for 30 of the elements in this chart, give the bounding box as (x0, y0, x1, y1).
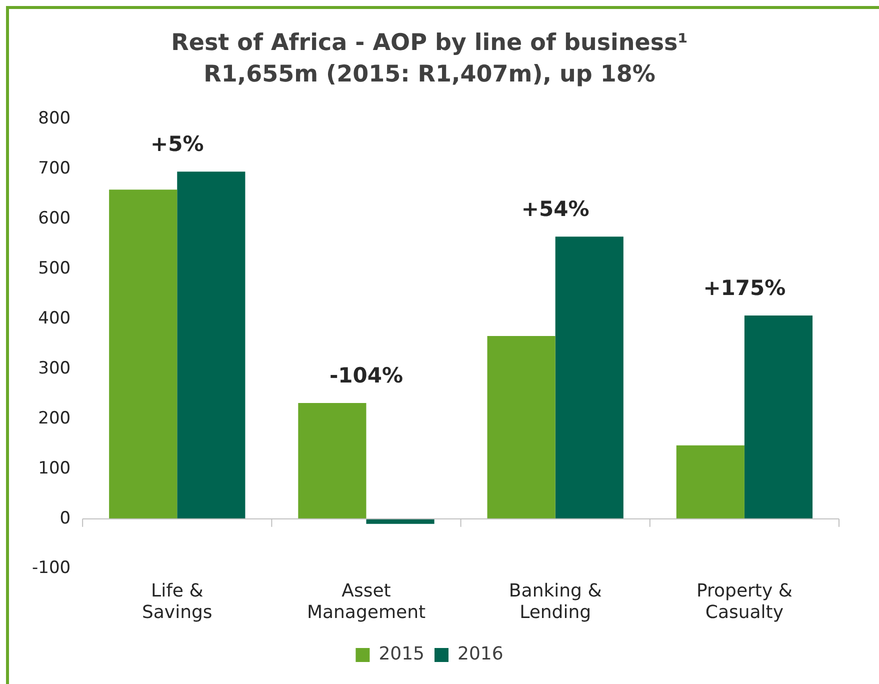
x-tick-label: Property & Casualty (696, 580, 792, 623)
annotation: +5% (150, 132, 204, 156)
x-tick-label: Life & Savings (142, 580, 212, 623)
annotation: -104% (329, 363, 404, 388)
chart-title: Rest of Africa - AOP by line of business¹ (171, 30, 688, 56)
x-tick-label: Asset Management (306, 580, 426, 623)
bar (555, 236, 624, 519)
bar (744, 316, 813, 519)
bar (487, 336, 556, 519)
y-tick-label: 200 (38, 408, 71, 428)
annotation: +175% (703, 276, 786, 300)
legend-label: 2016 (458, 644, 504, 665)
legend-label: 2015 (378, 644, 425, 665)
y-tick-label: 300 (38, 358, 71, 378)
y-tick-label: 600 (38, 208, 71, 229)
bar (676, 445, 744, 519)
chart-subtitle: R1,655m (2015: R1,407m), up 18% (204, 61, 656, 88)
y-tick-label: 0 (60, 508, 71, 528)
bar (109, 190, 178, 519)
y-tick-label: 700 (38, 158, 71, 179)
bar (177, 172, 246, 519)
y-tick-label: 400 (38, 308, 71, 328)
y-tick-label: 800 (38, 108, 71, 129)
y-tick-label: 100 (38, 458, 71, 478)
annotation: +54% (521, 197, 590, 222)
bar (366, 518, 434, 524)
bar (298, 402, 366, 519)
y-tick-label: 500 (38, 258, 71, 278)
x-tick-label: Banking & Lending (508, 580, 602, 623)
y-tick-label: -100 (32, 558, 71, 578)
